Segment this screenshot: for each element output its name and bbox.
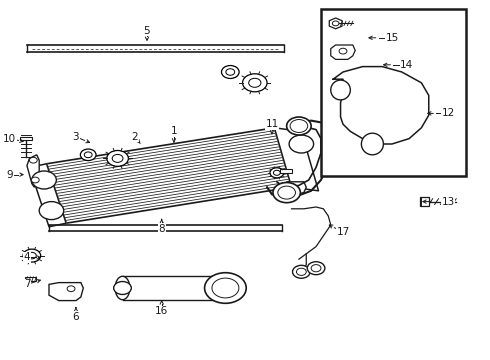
Polygon shape	[20, 137, 32, 140]
Ellipse shape	[213, 276, 228, 300]
Text: 15: 15	[385, 33, 399, 43]
Circle shape	[307, 262, 325, 275]
Polygon shape	[329, 18, 342, 29]
Text: 5: 5	[144, 26, 150, 36]
Circle shape	[23, 249, 41, 262]
Polygon shape	[274, 128, 318, 191]
Text: 17: 17	[336, 227, 350, 237]
Circle shape	[80, 149, 96, 161]
Text: 6: 6	[73, 312, 79, 322]
Circle shape	[67, 286, 75, 292]
Ellipse shape	[331, 80, 350, 100]
Circle shape	[290, 120, 308, 132]
Polygon shape	[287, 182, 306, 194]
Text: 4: 4	[24, 252, 30, 262]
Text: 12: 12	[441, 108, 455, 118]
Circle shape	[273, 170, 280, 175]
Text: 3: 3	[73, 132, 79, 142]
Text: 1: 1	[171, 126, 177, 136]
Text: 2: 2	[131, 132, 138, 142]
Ellipse shape	[362, 133, 383, 155]
Circle shape	[270, 168, 284, 178]
Circle shape	[311, 265, 321, 272]
Circle shape	[296, 268, 306, 275]
Circle shape	[249, 78, 261, 87]
Polygon shape	[27, 155, 39, 187]
Polygon shape	[29, 164, 66, 227]
Circle shape	[32, 171, 56, 189]
Circle shape	[112, 154, 123, 162]
Bar	[321, 9, 465, 176]
Text: 11: 11	[265, 119, 279, 129]
Polygon shape	[49, 283, 83, 301]
Text: 9: 9	[6, 170, 13, 180]
Circle shape	[293, 265, 310, 278]
Circle shape	[84, 152, 92, 158]
Polygon shape	[27, 45, 284, 52]
Ellipse shape	[115, 276, 130, 300]
Polygon shape	[24, 277, 36, 281]
Text: 7: 7	[24, 279, 30, 289]
Polygon shape	[47, 128, 292, 223]
Polygon shape	[333, 67, 429, 144]
Text: 13: 13	[441, 197, 455, 207]
Circle shape	[31, 177, 39, 183]
Circle shape	[226, 69, 235, 75]
Circle shape	[29, 157, 37, 163]
Polygon shape	[420, 197, 429, 206]
Circle shape	[204, 273, 246, 303]
Polygon shape	[280, 169, 292, 173]
Text: 8: 8	[158, 224, 165, 234]
Polygon shape	[122, 276, 220, 300]
Circle shape	[221, 66, 239, 78]
Circle shape	[27, 252, 36, 259]
Polygon shape	[49, 225, 282, 231]
Circle shape	[289, 135, 314, 153]
Text: 10: 10	[3, 134, 16, 144]
Circle shape	[39, 202, 64, 220]
Circle shape	[332, 21, 339, 26]
Text: 16: 16	[155, 306, 169, 316]
Circle shape	[114, 282, 131, 294]
Polygon shape	[331, 45, 355, 59]
Text: 14: 14	[400, 60, 414, 70]
Circle shape	[278, 186, 295, 199]
Circle shape	[212, 278, 239, 298]
Circle shape	[287, 117, 311, 135]
Circle shape	[243, 74, 267, 92]
Circle shape	[339, 48, 347, 54]
Circle shape	[107, 150, 128, 166]
Circle shape	[273, 183, 300, 203]
